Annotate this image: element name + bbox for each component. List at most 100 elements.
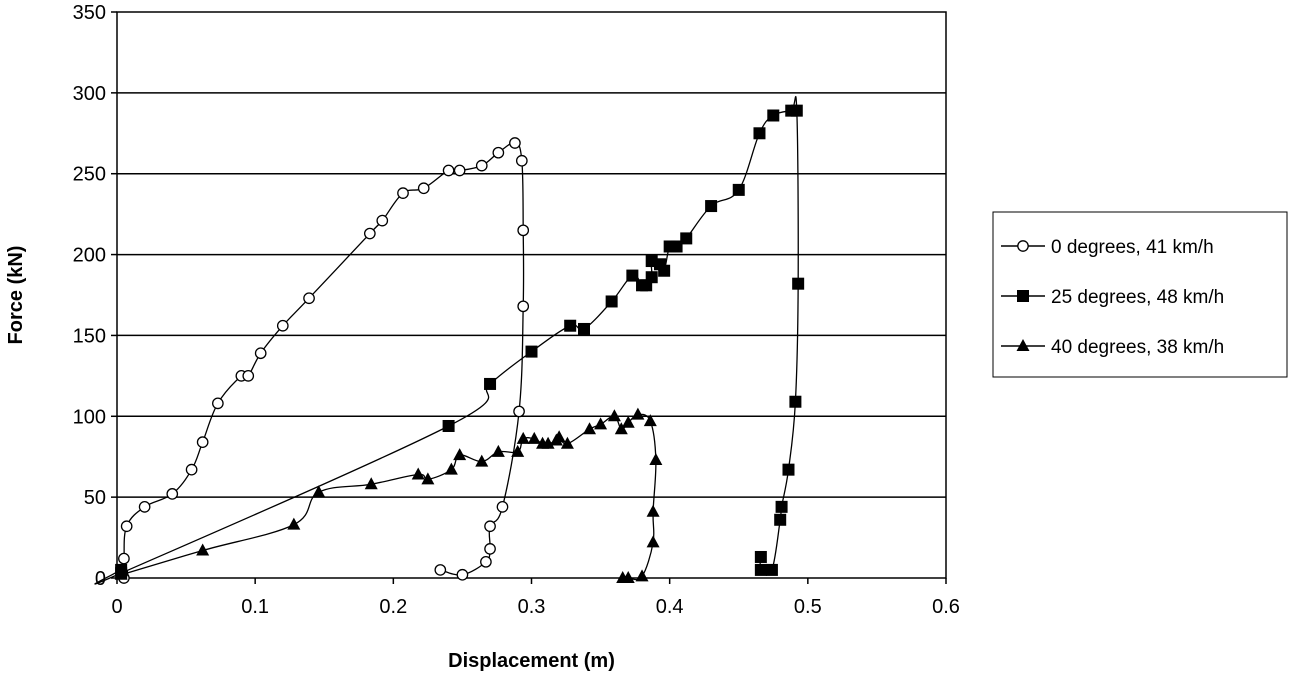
y-axis-title: Force (kN)	[5, 246, 27, 345]
data-point	[607, 409, 621, 422]
data-point	[643, 414, 657, 427]
legend-marker	[1017, 240, 1029, 252]
legend-box	[992, 211, 1288, 378]
legend-label: 25 degrees, 48 km/h	[1051, 287, 1224, 308]
x-axis-ticks: 0 0.1 0.2 0.3 0.4 0.5 0.6	[111, 578, 960, 618]
x-tick-label: 0.2	[379, 596, 407, 618]
data-point	[705, 200, 718, 213]
legend-item: 40 degrees, 38 km/h	[1001, 337, 1224, 358]
data-point	[364, 477, 378, 490]
data-point	[196, 436, 209, 449]
data-point	[594, 417, 608, 430]
data-point	[114, 567, 128, 580]
data-point	[492, 146, 505, 159]
series-layer	[94, 95, 805, 585]
x-tick-label: 0.5	[794, 596, 822, 618]
legend-item: 0 degrees, 41 km/h	[1001, 237, 1214, 258]
data-point	[616, 571, 630, 583]
data-point	[552, 430, 566, 443]
data-point	[517, 224, 530, 237]
data-point	[509, 137, 521, 149]
y-tick-label: 350	[73, 2, 106, 24]
data-point	[515, 154, 528, 167]
data-point	[782, 463, 795, 476]
y-tick-label: 0	[95, 568, 106, 590]
data-point	[517, 300, 530, 313]
x-tick-label: 0.3	[518, 596, 546, 618]
data-point	[453, 448, 467, 461]
data-point	[564, 319, 577, 332]
data-point	[732, 183, 745, 196]
data-point	[212, 397, 224, 410]
data-point	[513, 405, 525, 418]
series-3	[114, 407, 663, 583]
data-point	[185, 463, 198, 476]
data-point	[453, 164, 466, 177]
data-point	[658, 264, 671, 277]
data-point	[753, 127, 766, 140]
legend-marker	[1017, 290, 1029, 302]
data-point	[621, 415, 635, 428]
x-tick-label: 0.4	[656, 596, 684, 618]
data-point	[196, 543, 210, 556]
series-2	[94, 95, 805, 585]
data-point	[434, 564, 447, 576]
data-point	[480, 555, 492, 568]
y-tick-label: 150	[73, 325, 106, 347]
data-point	[635, 569, 649, 582]
data-point	[118, 552, 130, 565]
data-point	[496, 500, 509, 513]
data-point	[774, 513, 787, 526]
x-tick-label: 0.1	[241, 596, 269, 618]
data-point	[397, 187, 409, 199]
legend-item: 25 degrees, 48 km/h	[1001, 287, 1224, 308]
data-point	[417, 182, 430, 195]
data-point	[645, 255, 658, 268]
legend: 0 degrees, 41 km/h 25 degrees, 48 km/h 40 …	[992, 211, 1288, 378]
data-point	[363, 227, 376, 240]
data-point	[646, 504, 660, 517]
x-axis-title: Displacement (m)	[448, 650, 615, 672]
data-point	[442, 164, 455, 177]
data-point	[775, 500, 788, 513]
y-tick-label: 50	[84, 487, 106, 509]
data-point	[754, 550, 767, 563]
data-point	[645, 271, 658, 284]
data-point	[631, 407, 645, 420]
legend-label: 40 degrees, 38 km/h	[1051, 337, 1224, 358]
legend-marker	[1016, 339, 1030, 351]
y-tick-label: 300	[73, 83, 106, 105]
data-point	[120, 520, 133, 533]
data-point	[541, 436, 555, 449]
data-point	[421, 472, 435, 485]
data-point	[646, 535, 660, 548]
data-point	[442, 419, 455, 432]
data-point	[578, 322, 591, 335]
data-point	[138, 500, 151, 513]
data-point	[614, 422, 628, 435]
data-point	[276, 319, 289, 332]
plot-area-frame	[116, 11, 947, 579]
data-point	[484, 377, 497, 390]
y-tick-label: 200	[73, 245, 106, 267]
data-point	[484, 543, 496, 555]
data-point	[754, 563, 767, 576]
data-point	[475, 454, 489, 467]
data-point	[491, 444, 505, 457]
data-point	[560, 436, 574, 449]
data-point	[303, 292, 315, 305]
y-axis-ticks: 0 50 100 150 200 250 300 350	[73, 2, 117, 590]
data-point	[525, 345, 538, 358]
data-point	[516, 431, 530, 444]
y-tick-label: 100	[73, 406, 106, 428]
data-point	[767, 109, 780, 122]
x-tick-label: 0	[111, 596, 122, 618]
data-point	[444, 462, 458, 475]
data-point	[484, 520, 496, 533]
data-point	[287, 517, 301, 530]
data-point	[765, 563, 778, 576]
data-point	[242, 370, 255, 382]
data-point	[511, 444, 525, 457]
data-point	[605, 295, 618, 308]
series-line	[121, 142, 525, 579]
